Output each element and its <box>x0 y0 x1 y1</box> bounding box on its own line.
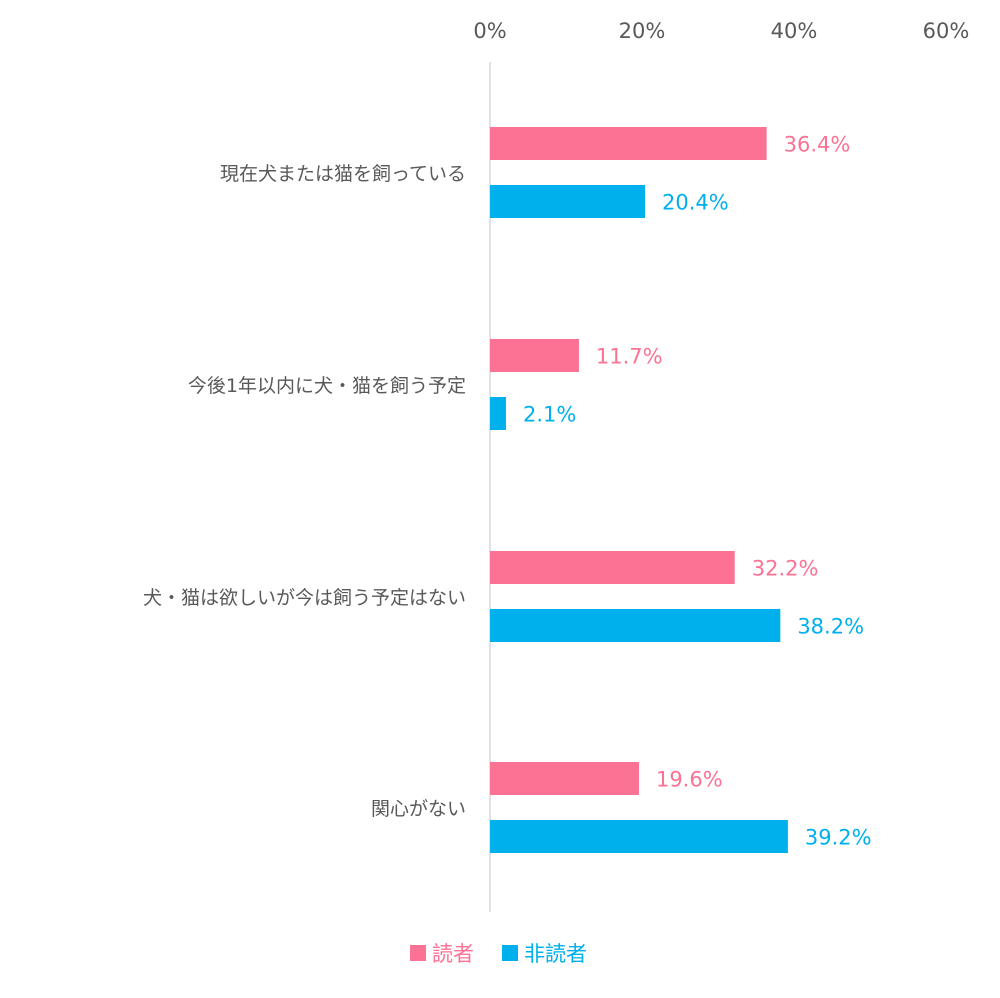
data-label: 36.4% <box>784 133 851 157</box>
data-label: 19.6% <box>656 768 723 792</box>
x-tick-label: 40% <box>771 19 818 43</box>
category-label: 関心がない <box>371 798 466 820</box>
bar-non-reader <box>490 185 646 218</box>
category-label: 今後1年以内に犬・猫を飼う予定 <box>188 375 466 397</box>
category-label: 犬・猫は欲しいが今は飼う予定はない <box>143 587 466 609</box>
data-label: 11.7% <box>596 345 663 369</box>
data-label: 2.1% <box>523 403 576 427</box>
x-tick-label: 60% <box>923 19 970 43</box>
bar-reader <box>490 762 639 795</box>
data-label: 39.2% <box>805 826 872 850</box>
legend-swatch <box>410 945 426 961</box>
bar-non-reader <box>490 609 781 642</box>
legend-swatch <box>502 945 518 961</box>
legend-label: 非読者 <box>524 942 587 966</box>
x-tick-label: 20% <box>619 19 666 43</box>
data-label: 32.2% <box>752 557 819 581</box>
data-label: 20.4% <box>662 191 729 215</box>
legend-label: 読者 <box>432 942 474 966</box>
bar-reader <box>490 339 579 372</box>
x-tick-label: 0% <box>473 19 506 43</box>
data-label: 38.2% <box>797 615 864 639</box>
category-label: 現在犬または猫を飼っている <box>220 163 466 185</box>
bar-reader <box>490 127 767 160</box>
bar-non-reader <box>490 820 788 853</box>
bar-non-reader <box>490 397 506 430</box>
bar-reader <box>490 551 735 584</box>
